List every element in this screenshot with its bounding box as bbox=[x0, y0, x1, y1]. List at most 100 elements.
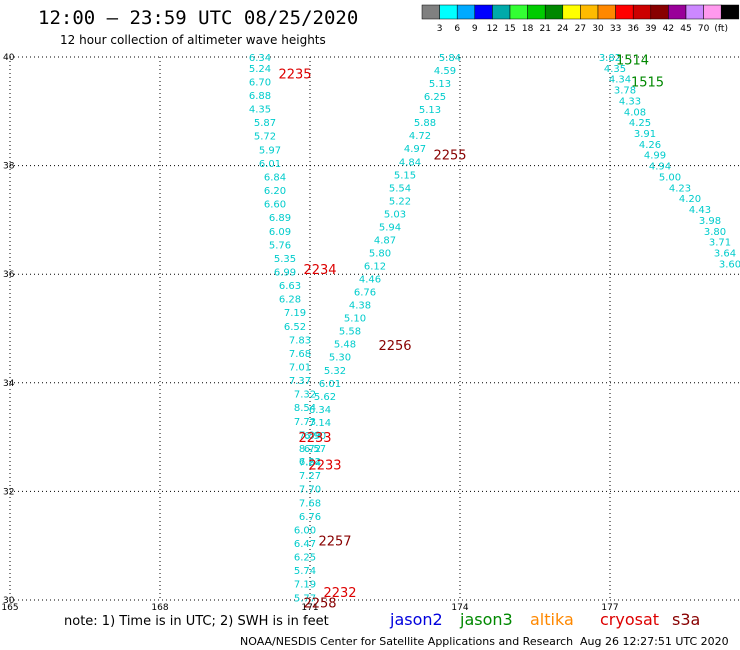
data-point: 5.58 bbox=[339, 327, 361, 338]
colorbar-tick-label: 9 bbox=[472, 24, 478, 34]
data-point: 6.60 bbox=[264, 200, 286, 211]
chart-title: 12:00 — 23:59 UTC 08/25/2020 bbox=[38, 7, 358, 29]
data-point: 5.24 bbox=[249, 64, 271, 75]
data-point: 7.68 bbox=[289, 349, 311, 360]
data-point: 4.99 bbox=[644, 151, 666, 162]
data-point: 4.59 bbox=[434, 66, 456, 77]
data-point: 3.80 bbox=[704, 227, 726, 238]
x-tick-label: 177 bbox=[601, 603, 618, 613]
data-point: 7.19 bbox=[294, 580, 316, 591]
data-point: 3.78 bbox=[614, 86, 636, 97]
data-point: 5.03 bbox=[384, 209, 406, 220]
colorbar-swatch bbox=[580, 4, 599, 20]
data-point: 7.19 bbox=[284, 308, 306, 319]
data-point: 5.97 bbox=[259, 145, 281, 156]
colorbar-tick-label: (ft) bbox=[714, 24, 728, 34]
colorbar-swatch bbox=[421, 4, 440, 20]
data-point: 7.27 bbox=[299, 471, 321, 482]
y-tick-label: 36 bbox=[3, 270, 15, 280]
data-point: 6.88 bbox=[249, 91, 271, 102]
data-point: 6.89 bbox=[269, 213, 291, 224]
data-point: 5.54 bbox=[389, 183, 411, 194]
data-point: 4.20 bbox=[679, 194, 701, 205]
colorbar-swatch bbox=[439, 4, 458, 20]
data-point: 6.63 bbox=[279, 281, 301, 292]
satellite-legend: jason2 jason3 altika cryosat s3a bbox=[389, 610, 700, 629]
colorbar-tick-label: 21 bbox=[539, 24, 550, 34]
data-point: 6.76 bbox=[354, 288, 376, 299]
data-point: 4.35 bbox=[604, 64, 626, 75]
data-point: 6.57 bbox=[304, 444, 326, 455]
colorbar-swatch bbox=[456, 4, 476, 20]
colorbar-tick-label: 6 bbox=[454, 24, 460, 34]
data-point: 4.23 bbox=[669, 183, 691, 194]
data-point: 4.38 bbox=[349, 301, 371, 312]
pass-time-label: 1514 bbox=[616, 54, 649, 69]
data-point: 6.34 bbox=[249, 53, 271, 64]
data-point: 5.00 bbox=[659, 172, 681, 183]
pass-time-label: 2257 bbox=[318, 534, 351, 549]
pass-time-label: 2256 bbox=[378, 339, 411, 354]
data-point: 3.60 bbox=[719, 259, 740, 270]
data-point: 6.01 bbox=[259, 159, 281, 170]
data-point: 5.62 bbox=[314, 392, 336, 403]
data-point: 7.01 bbox=[289, 363, 311, 374]
data-point: 4.72 bbox=[409, 131, 431, 142]
colorbar-swatch bbox=[615, 4, 634, 20]
satellite-legend-item: s3a bbox=[672, 610, 700, 629]
data-point: 5.74 bbox=[294, 566, 316, 577]
pass-time-label: 1515 bbox=[631, 75, 664, 90]
satellite-legend-item: altika bbox=[530, 610, 574, 629]
chart-subtitle: 12 hour collection of altimeter wave hei… bbox=[60, 33, 326, 47]
y-tick-label: 40 bbox=[3, 53, 15, 63]
data-point: 6.70 bbox=[249, 77, 271, 88]
y-tick-label: 34 bbox=[3, 379, 15, 389]
pass-time-label: 2233 bbox=[298, 431, 331, 446]
x-tick-label: 165 bbox=[1, 603, 18, 613]
data-point: 4.08 bbox=[624, 107, 646, 118]
colorbar-tick-label: 24 bbox=[557, 24, 569, 34]
footer-credit: NOAA/NESDIS Center for Satellite Applica… bbox=[240, 635, 573, 648]
data-point: 5.32 bbox=[324, 366, 346, 377]
colorbar-swatch bbox=[509, 4, 528, 20]
pass-time-label: 2235 bbox=[278, 67, 311, 82]
data-point: 7.14 bbox=[309, 418, 331, 429]
pass-time-label: 2234 bbox=[303, 263, 336, 278]
data-point: 6.76 bbox=[299, 512, 321, 523]
pass-time-label: 2258 bbox=[303, 597, 336, 612]
data-point: 4.84 bbox=[399, 157, 421, 168]
y-tick-label: 32 bbox=[3, 487, 14, 497]
colorbar-tick-label: 45 bbox=[680, 24, 691, 34]
data-point: 5.35 bbox=[274, 254, 296, 265]
colorbar-swatch bbox=[544, 4, 564, 20]
data-point: 3.82 bbox=[599, 53, 621, 64]
colorbar-swatch bbox=[492, 4, 511, 20]
data-point: 3.64 bbox=[714, 248, 736, 259]
data-point: 4.46 bbox=[359, 275, 381, 286]
colorbar-tick-label: 33 bbox=[610, 24, 621, 34]
data-point: 7.68 bbox=[299, 498, 321, 509]
footer-note: note: 1) Time is in UTC; 2) SWH is in fe… bbox=[64, 614, 329, 629]
data-point: 6.00 bbox=[294, 525, 316, 536]
data-point: 5.13 bbox=[419, 105, 441, 116]
pass-time-label: 2232 bbox=[323, 586, 356, 601]
data-point: 6.25 bbox=[424, 92, 446, 103]
data-point: 5.22 bbox=[389, 196, 411, 207]
data-point: 7.89 bbox=[299, 430, 321, 441]
data-point: 6.20 bbox=[264, 186, 286, 197]
colorbar-swatch bbox=[650, 4, 669, 20]
data-point: 6.09 bbox=[269, 227, 291, 238]
pass-time-label: 2255 bbox=[433, 149, 466, 164]
colorbar-tick-label: 3 bbox=[437, 24, 443, 34]
data-point: 5.13 bbox=[429, 79, 451, 90]
data-point: 7.84 bbox=[299, 458, 321, 469]
data-point: 5.15 bbox=[394, 170, 416, 181]
data-point: 7.83 bbox=[289, 335, 311, 346]
axis-tick-labels: 165 168 171 174 177 30 32 34 36 38 40 bbox=[1, 53, 618, 613]
data-point: 4.26 bbox=[639, 140, 661, 151]
pass-time-label: 2233 bbox=[308, 458, 341, 473]
data-point: 4.87 bbox=[374, 235, 396, 246]
